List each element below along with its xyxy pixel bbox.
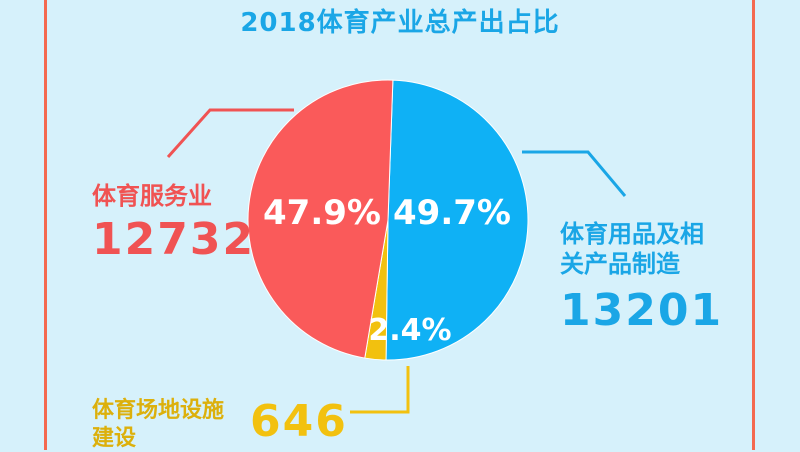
frame-right-line xyxy=(752,0,755,450)
slice-name-facilities: 体育场地设施建设 xyxy=(92,398,225,451)
pct-label-service: 47.9% xyxy=(263,193,381,233)
pie-slice-manufacturing xyxy=(385,79,529,361)
pie-slice-service xyxy=(247,79,394,359)
pct-label-facilities: 2.4% xyxy=(368,313,451,348)
slice-value-service: 12732 xyxy=(92,214,256,265)
leader-line-service xyxy=(166,108,294,158)
chart-title: 2018体育产业总产出占比 xyxy=(240,8,560,38)
slice-name-service: 体育服务业 xyxy=(92,182,212,210)
slice-name-manufacturing: 体育用品及相关产品制造 xyxy=(560,220,704,278)
slice-value-facilities: 646 xyxy=(250,396,348,447)
leader-line-facilities xyxy=(350,366,410,414)
pct-label-manufacturing: 49.7% xyxy=(393,193,511,233)
slice-value-manufacturing: 13201 xyxy=(560,285,724,336)
leader-line-manufacturing xyxy=(522,150,627,197)
frame-left-line xyxy=(44,0,47,450)
